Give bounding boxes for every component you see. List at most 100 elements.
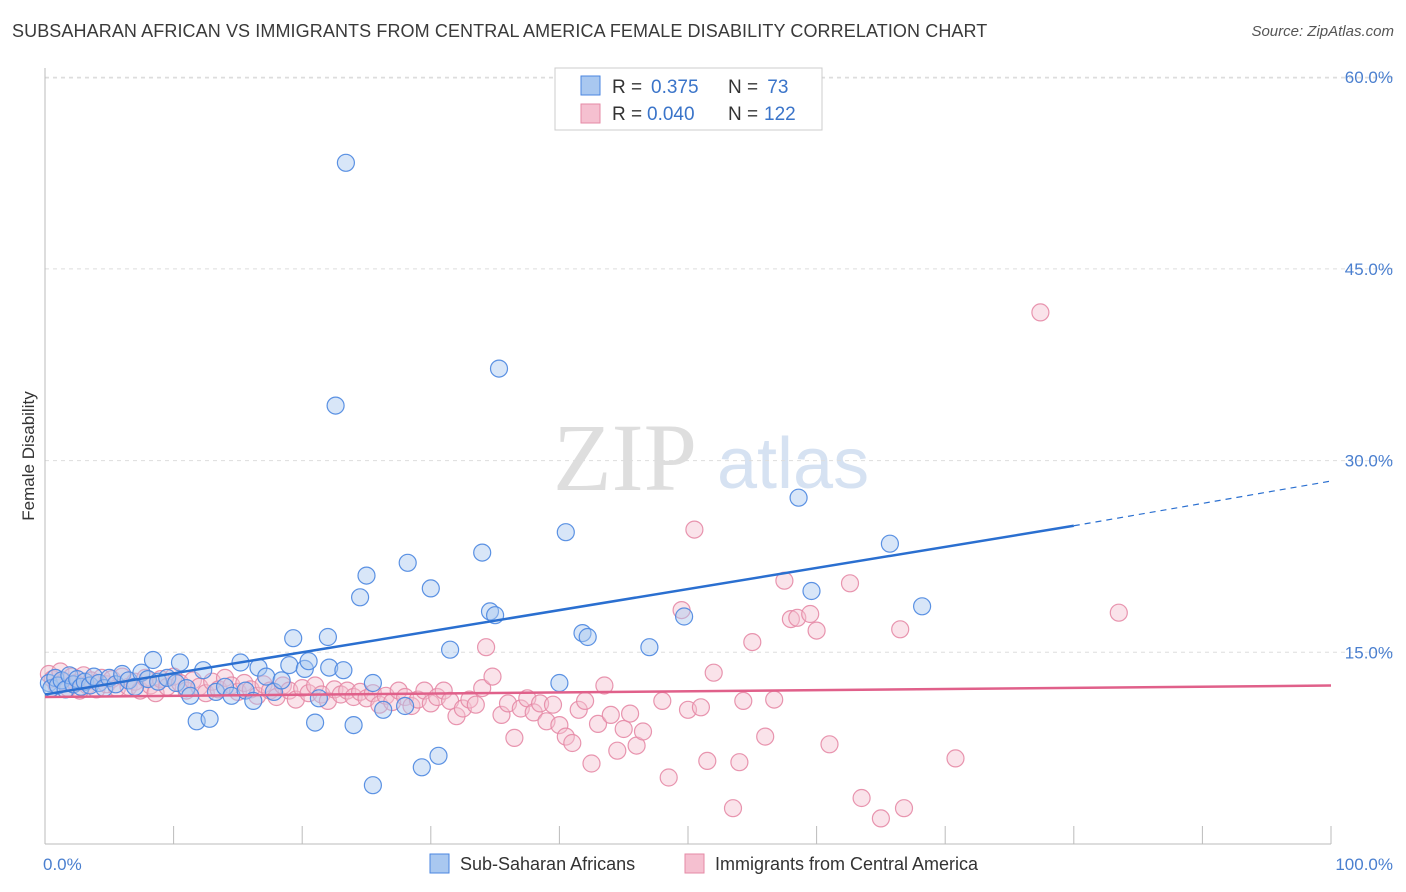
data-point-central-america bbox=[801, 604, 820, 624]
data-point-subsaharan bbox=[396, 696, 415, 716]
data-point-subsaharan bbox=[550, 673, 569, 693]
trend-lines bbox=[44, 480, 1332, 699]
data-point-subsaharan bbox=[170, 653, 190, 672]
data-point-subsaharan bbox=[441, 640, 460, 659]
trend-line-central-america bbox=[44, 684, 1332, 699]
y-tick-label: 45.0% bbox=[1345, 260, 1393, 279]
data-point-subsaharan bbox=[320, 658, 339, 677]
data-point-subsaharan bbox=[802, 581, 821, 601]
legend-n-label: N = bbox=[728, 77, 758, 98]
data-point-central-america bbox=[659, 768, 678, 787]
data-point-subsaharan bbox=[344, 715, 363, 735]
data-point-central-america bbox=[588, 714, 608, 734]
data-point-central-america bbox=[614, 719, 633, 739]
data-point-central-america bbox=[543, 695, 563, 714]
data-point-central-america bbox=[556, 727, 575, 746]
data-point-central-america bbox=[146, 684, 165, 703]
source-label: Source: ZipAtlas.com bbox=[1251, 23, 1394, 40]
y-tick-label: 60.0% bbox=[1345, 68, 1393, 87]
data-point-subsaharan bbox=[429, 746, 448, 765]
legend-r-label: R = bbox=[612, 77, 642, 98]
data-point-central-america bbox=[871, 809, 891, 828]
data-point-subsaharan bbox=[306, 713, 325, 732]
data-point-central-america bbox=[743, 632, 762, 652]
data-point-subsaharan bbox=[272, 671, 291, 690]
data-point-central-america bbox=[492, 705, 511, 725]
legend-swatch-pink bbox=[580, 103, 601, 124]
data-point-subsaharan bbox=[421, 579, 440, 598]
data-point-central-america bbox=[608, 741, 627, 760]
data-point-central-america bbox=[483, 667, 502, 686]
trend-line-subsaharan bbox=[44, 524, 1075, 696]
data-point-subsaharan bbox=[351, 588, 370, 607]
trend-line-subsaharan-extension bbox=[1073, 480, 1332, 527]
data-point-central-america bbox=[840, 574, 860, 593]
legend-n-label: N = bbox=[728, 104, 758, 125]
watermark-zip: ZIP bbox=[553, 404, 697, 511]
x-tick-label: 0.0% bbox=[43, 855, 82, 874]
bottom-legend-swatch-pink bbox=[684, 853, 705, 874]
chart-title: SUBSAHARAN AFRICAN VS IMMIGRANTS FROM CE… bbox=[12, 21, 988, 41]
legend-swatch-blue bbox=[580, 75, 601, 96]
data-point-central-america bbox=[704, 663, 723, 682]
data-point-central-america bbox=[595, 676, 614, 695]
data-point-central-america bbox=[235, 673, 254, 693]
data-point-subsaharan bbox=[167, 673, 186, 693]
data-point-subsaharan bbox=[244, 691, 263, 711]
series-subsaharan-points bbox=[39, 153, 932, 795]
data-point-central-america bbox=[756, 727, 775, 746]
legend: R = 0.375 N = 73 R = 0.040 N = 122 bbox=[554, 67, 823, 131]
data-point-central-america bbox=[946, 749, 965, 768]
series-central-america-points bbox=[39, 303, 1128, 828]
legend-n-value: 122 bbox=[764, 104, 796, 125]
data-point-subsaharan bbox=[374, 700, 393, 719]
data-point-central-america bbox=[1109, 603, 1128, 622]
data-point-subsaharan bbox=[326, 396, 345, 415]
data-point-central-america bbox=[891, 620, 910, 639]
data-point-central-america bbox=[620, 704, 640, 723]
data-point-central-america bbox=[653, 691, 672, 711]
data-point-central-america bbox=[530, 694, 550, 713]
data-point-central-america bbox=[685, 520, 704, 539]
legend-r-value: 0.040 bbox=[647, 104, 695, 125]
data-point-subsaharan bbox=[143, 650, 163, 670]
data-point-central-america bbox=[466, 695, 485, 714]
legend-n-value: 73 bbox=[762, 77, 788, 98]
data-point-central-america bbox=[691, 698, 711, 717]
data-point-subsaharan bbox=[357, 566, 376, 585]
bottom-legend: Sub-Saharan Africans Immigrants from Cen… bbox=[429, 853, 979, 874]
data-point-central-america bbox=[575, 691, 595, 711]
data-point-central-america bbox=[601, 705, 620, 725]
legend-r-value: 0.375 bbox=[651, 77, 699, 98]
y-tick-label: 15.0% bbox=[1345, 643, 1393, 662]
data-point-subsaharan bbox=[789, 488, 808, 507]
data-point-central-america bbox=[582, 754, 601, 773]
data-point-central-america bbox=[734, 691, 753, 711]
y-tick-labels: 15.0% 30.0% 45.0% 60.0% bbox=[1345, 68, 1393, 662]
data-point-central-america bbox=[698, 751, 717, 771]
data-point-central-america bbox=[505, 728, 524, 748]
data-point-subsaharan bbox=[363, 673, 382, 693]
data-point-central-america bbox=[633, 722, 653, 741]
data-point-subsaharan bbox=[363, 776, 382, 795]
data-point-subsaharan bbox=[280, 655, 299, 675]
x-tick-label: 100.0% bbox=[1335, 855, 1393, 874]
data-point-central-america bbox=[434, 681, 453, 700]
data-point-central-america bbox=[820, 735, 839, 754]
data-point-subsaharan bbox=[200, 709, 219, 728]
data-point-subsaharan bbox=[556, 523, 575, 542]
data-point-central-america bbox=[807, 621, 826, 640]
data-point-subsaharan bbox=[674, 607, 694, 626]
data-point-central-america bbox=[852, 788, 871, 808]
legend-r-label: R = bbox=[612, 104, 642, 125]
data-point-central-america bbox=[524, 703, 543, 722]
data-point-subsaharan bbox=[284, 629, 303, 648]
data-point-subsaharan bbox=[318, 627, 337, 647]
data-point-subsaharan bbox=[412, 758, 431, 777]
data-point-subsaharan bbox=[640, 638, 659, 657]
data-point-subsaharan bbox=[473, 543, 492, 562]
data-point-central-america bbox=[550, 715, 569, 735]
data-point-subsaharan bbox=[398, 553, 417, 572]
bottom-legend-label: Sub-Saharan Africans bbox=[460, 854, 635, 874]
